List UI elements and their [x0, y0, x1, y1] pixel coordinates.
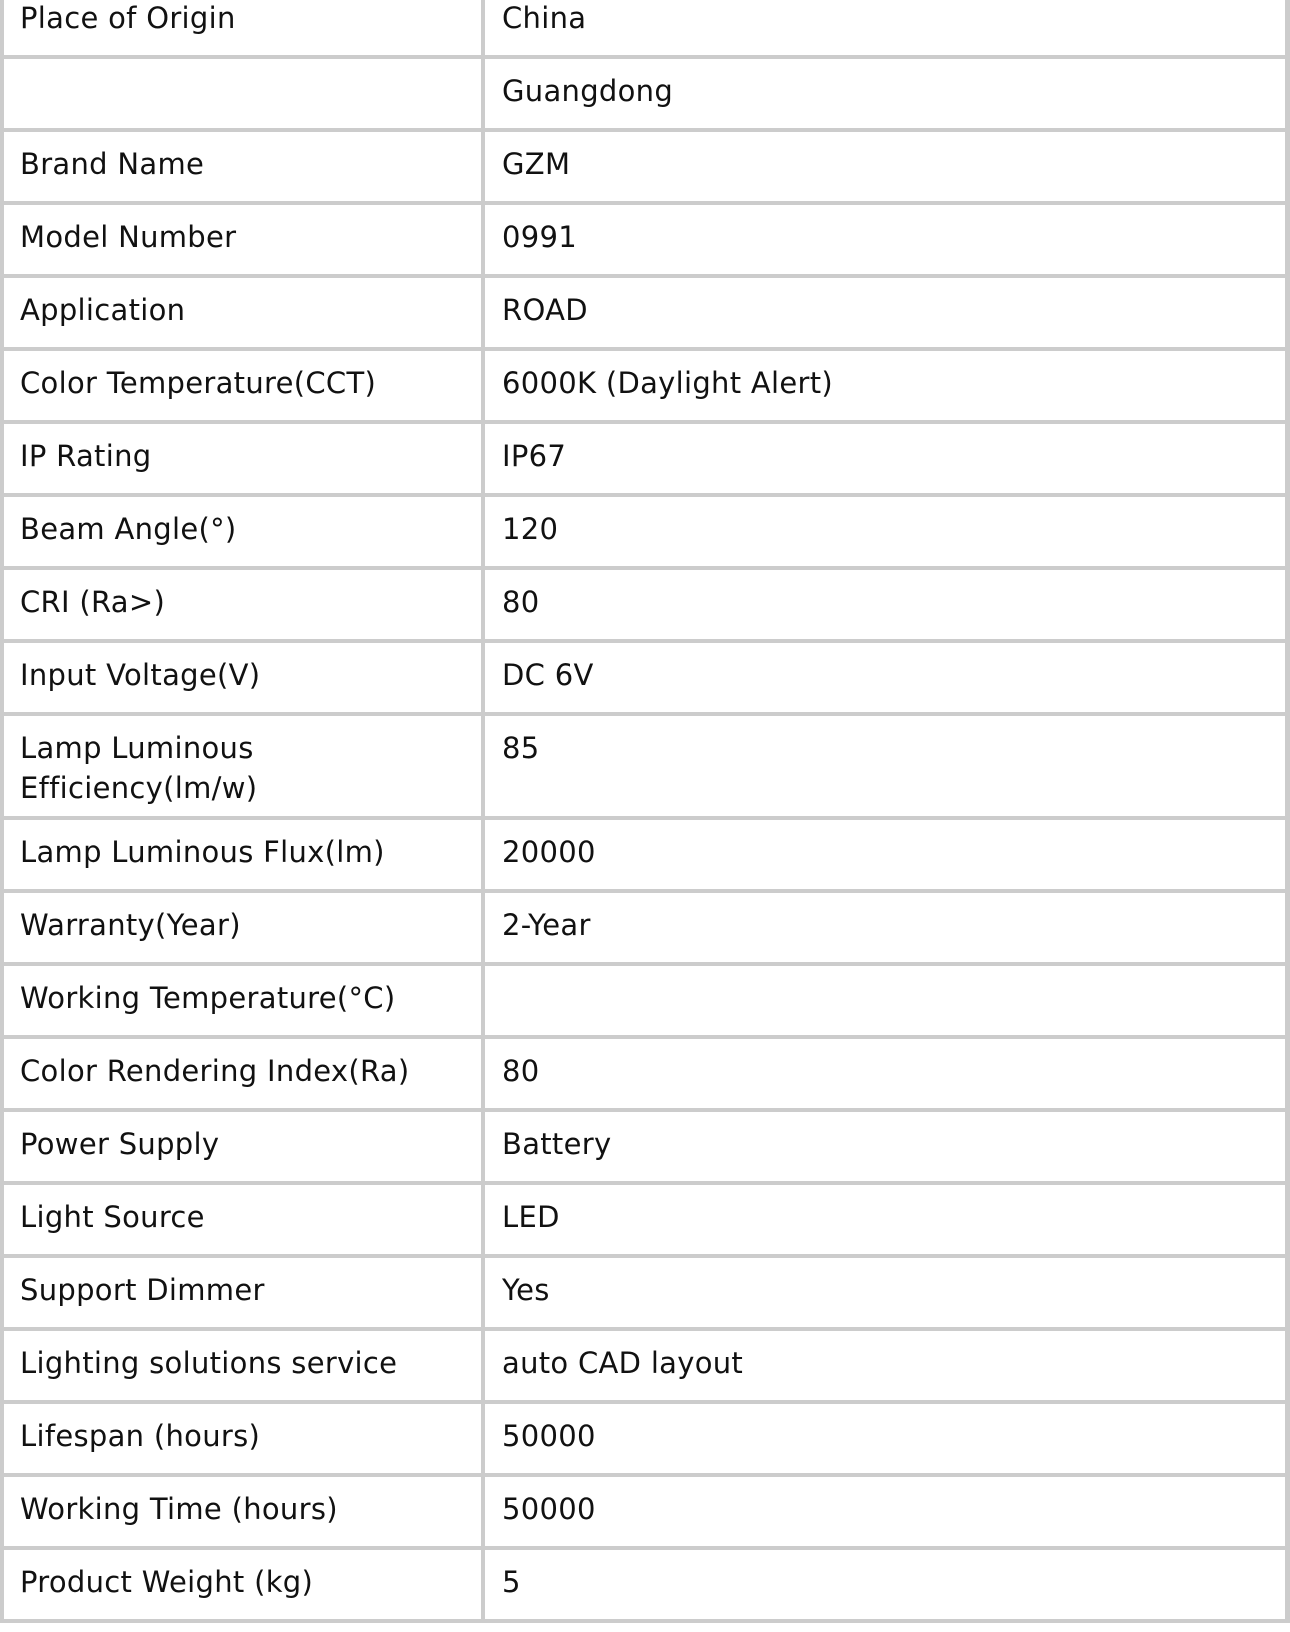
spec-value: 120 [485, 497, 1290, 566]
table-row: Input Voltage(V) DC 6V [0, 643, 1290, 716]
spec-key [0, 59, 485, 128]
table-row: Brand Name GZM [0, 132, 1290, 205]
table-row: Model Number 0991 [0, 205, 1290, 278]
spec-key: Brand Name [0, 132, 485, 201]
spec-key: Beam Angle(°) [0, 497, 485, 566]
spec-key: Light Source [0, 1185, 485, 1254]
spec-key: Lamp Luminous Flux(lm) [0, 820, 485, 889]
spec-key: Model Number [0, 205, 485, 274]
spec-value: LED [485, 1185, 1290, 1254]
spec-value: 50000 [485, 1477, 1290, 1546]
spec-value: China [485, 0, 1290, 55]
table-row: Guangdong [0, 59, 1290, 132]
spec-key: Working Temperature(°C) [0, 966, 485, 1035]
spec-key: Color Temperature(CCT) [0, 351, 485, 420]
table-row: IP Rating IP67 [0, 424, 1290, 497]
table-row: Product Weight (kg) 5 [0, 1550, 1290, 1623]
table-row: Place of Origin China [0, 0, 1290, 59]
spec-key: Application [0, 278, 485, 347]
table-row: Beam Angle(°) 120 [0, 497, 1290, 570]
spec-key: Lifespan (hours) [0, 1404, 485, 1473]
table-row: Color Rendering Index(Ra) 80 [0, 1039, 1290, 1112]
spec-value: 6000K (Daylight Alert) [485, 351, 1290, 420]
spec-value [485, 966, 1290, 1035]
table-row: Support Dimmer Yes [0, 1258, 1290, 1331]
table-row: Lamp Luminous Flux(lm) 20000 [0, 820, 1290, 893]
spec-value: Battery [485, 1112, 1290, 1181]
spec-value: ROAD [485, 278, 1290, 347]
spec-value: GZM [485, 132, 1290, 201]
spec-key: CRI (Ra>) [0, 570, 485, 639]
spec-value: DC 6V [485, 643, 1290, 712]
spec-key: Product Weight (kg) [0, 1550, 485, 1619]
spec-key: Warranty(Year) [0, 893, 485, 962]
table-row: Application ROAD [0, 278, 1290, 351]
spec-key: Power Supply [0, 1112, 485, 1181]
spec-value: 50000 [485, 1404, 1290, 1473]
table-row: Color Temperature(CCT) 6000K (Daylight Al… [0, 351, 1290, 424]
spec-value: 5 [485, 1550, 1290, 1619]
spec-key: Lamp Luminous Efficiency(lm/w) [0, 716, 485, 816]
spec-key: Lighting solutions service [0, 1331, 485, 1400]
spec-value: Yes [485, 1258, 1290, 1327]
spec-value: 2-Year [485, 893, 1290, 962]
table-row: Lamp Luminous Efficiency(lm/w) 85 [0, 716, 1290, 820]
spec-value: 80 [485, 1039, 1290, 1108]
table-row: Working Time (hours) 50000 [0, 1477, 1290, 1550]
spec-key: Support Dimmer [0, 1258, 485, 1327]
table-row: Lighting solutions service auto CAD layou… [0, 1331, 1290, 1404]
spec-value: Guangdong [485, 59, 1290, 128]
spec-value: IP67 [485, 424, 1290, 493]
table-row: Lifespan (hours) 50000 [0, 1404, 1290, 1477]
spec-value: 85 [485, 716, 1290, 816]
spec-value: 80 [485, 570, 1290, 639]
table-row: Warranty(Year) 2-Year [0, 893, 1290, 966]
spec-value: 0991 [485, 205, 1290, 274]
spec-key: Color Rendering Index(Ra) [0, 1039, 485, 1108]
table-row: Power Supply Battery [0, 1112, 1290, 1185]
spec-key: Input Voltage(V) [0, 643, 485, 712]
spec-key: Place of Origin [0, 0, 485, 55]
table-row: CRI (Ra>) 80 [0, 570, 1290, 643]
spec-key: IP Rating [0, 424, 485, 493]
spec-key: Working Time (hours) [0, 1477, 485, 1546]
table-row: Working Temperature(°C) [0, 966, 1290, 1039]
spec-value: auto CAD layout [485, 1331, 1290, 1400]
table-row: Light Source LED [0, 1185, 1290, 1258]
spec-value: 20000 [485, 820, 1290, 889]
